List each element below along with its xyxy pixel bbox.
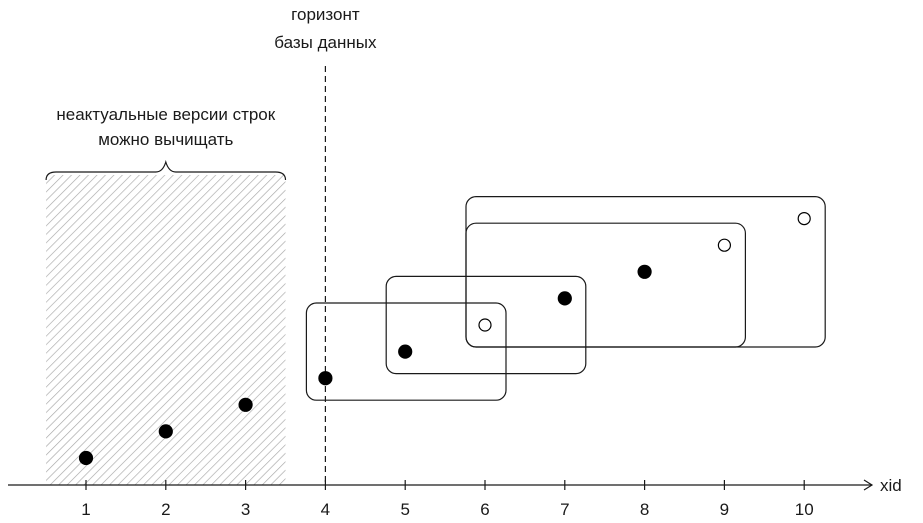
tick-label: 7	[560, 500, 569, 519]
row-version-point-hollow	[478, 318, 492, 332]
tick-label: 10	[795, 500, 814, 519]
row-version-point	[398, 344, 413, 359]
cleanup-region	[46, 175, 286, 485]
row-version-point	[557, 291, 572, 306]
tick-label: 3	[241, 500, 250, 519]
tick-label: 4	[321, 500, 330, 519]
row-version-point	[637, 264, 652, 279]
snapshot-frame	[305, 302, 507, 401]
row-version-point	[318, 371, 333, 386]
row-version-point	[238, 397, 253, 412]
snapshot-frame	[465, 196, 826, 348]
tick-label: 9	[720, 500, 729, 519]
cleanup-label-line1: неактуальные версии строк	[56, 105, 275, 124]
tick-label: 5	[400, 500, 409, 519]
tick-label: 8	[640, 500, 649, 519]
axis-arrow-icon	[863, 479, 874, 491]
tick-label: 6	[480, 500, 489, 519]
row-version-point	[78, 450, 94, 466]
snapshot-frame	[465, 222, 746, 348]
cleanup-label-line2: можно вычищать	[98, 130, 233, 149]
horizon-label-line2: базы данных	[274, 33, 377, 52]
row-version-point-hollow	[797, 212, 811, 226]
curly-brace	[45, 159, 287, 181]
row-version-points	[78, 212, 811, 466]
axis-title: xid	[880, 476, 902, 495]
snapshot-frame	[385, 275, 587, 375]
tick-label: 2	[161, 500, 170, 519]
horizon-label-line1: горизонт	[291, 5, 360, 24]
axis-ticks: 1 2 3 4 5 6 7 8 9 10	[81, 480, 814, 519]
row-version-point	[158, 424, 173, 439]
snapshot-frames	[305, 196, 826, 401]
tick-label: 1	[81, 500, 90, 519]
row-version-point-hollow	[717, 238, 732, 252]
